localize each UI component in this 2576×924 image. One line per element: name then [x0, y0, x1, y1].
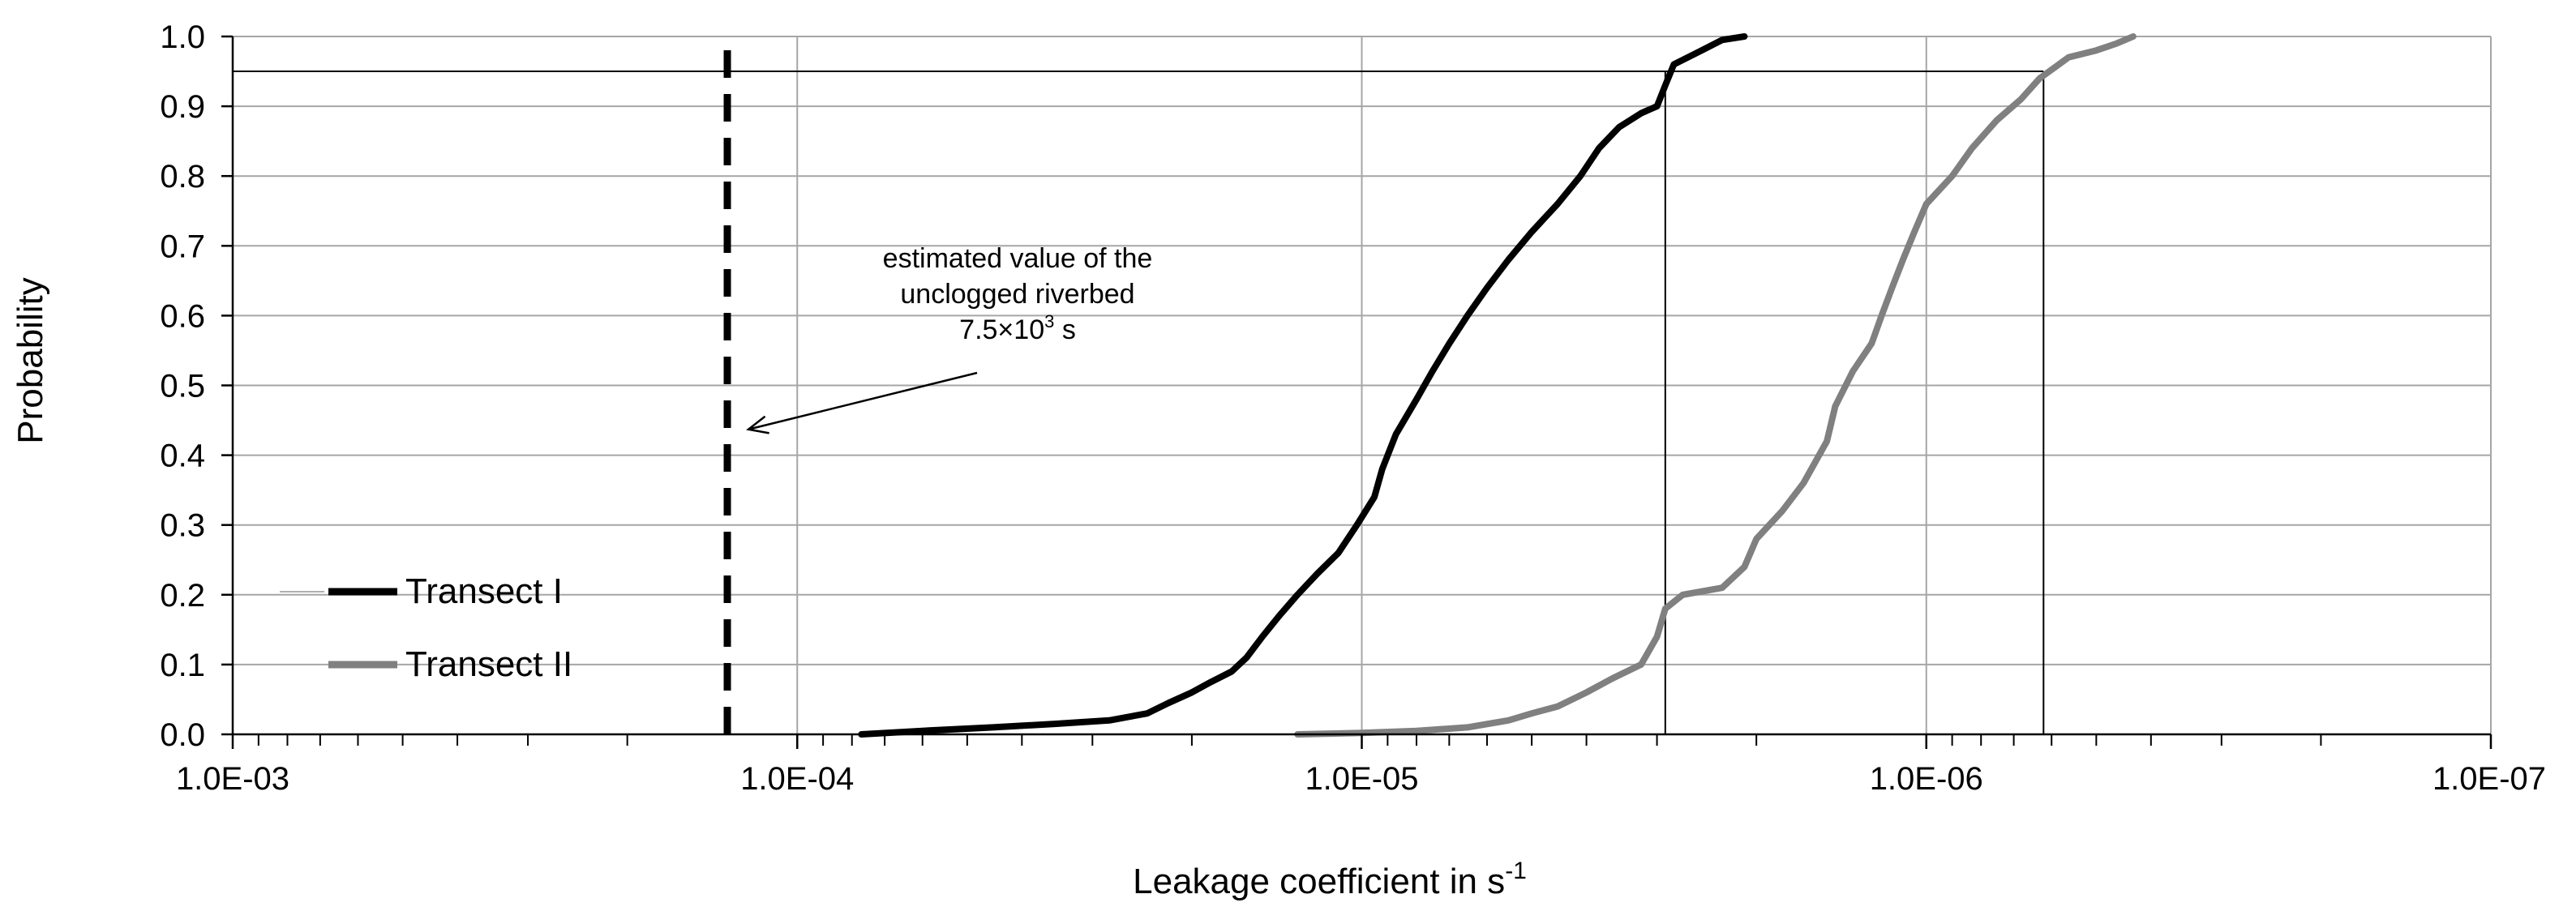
axes: [221, 35, 2492, 749]
legend: Transect I Transect II: [280, 571, 572, 684]
x-axis-title-superscript: -1: [1505, 858, 1527, 884]
legend-label-transect-1: Transect I: [405, 571, 563, 611]
y-tick-label: 0.2: [160, 578, 205, 614]
y-tick-label: 0.3: [160, 508, 205, 544]
x-tick-label: 1.0E-03: [176, 761, 289, 797]
annotation-arrowhead: [746, 415, 769, 434]
y-tick-label: 0.1: [160, 648, 205, 683]
annotation: estimated value of the unclogged riverbe…: [746, 243, 1153, 434]
y-tick-label: 0.6: [160, 298, 205, 334]
reference-lines: [233, 36, 2045, 734]
y-axis-title: Probability: [11, 277, 50, 443]
annotation-exponent: 3: [1044, 311, 1054, 332]
minor-ticks: [257, 734, 2322, 746]
x-tick-label: 1.0E-05: [1305, 761, 1418, 797]
y-tick-label: 0.0: [160, 717, 205, 753]
annotation-line-3: 7.5×103 s: [959, 311, 1076, 345]
y-tick-label: 0.9: [160, 89, 205, 125]
x-axis-title-text: Leakage coefficient in s: [1133, 862, 1505, 901]
y-tick-label: 0.4: [160, 438, 205, 474]
x-tick-label: 1.0E-07: [2432, 761, 2546, 797]
annotation-unit: s: [1054, 314, 1075, 345]
y-tick-label: 0.8: [160, 159, 205, 195]
series-lines: [858, 33, 2137, 738]
annotation-value: 7.5×10: [959, 314, 1044, 345]
y-tick-label: 0.7: [160, 229, 205, 264]
tick-labels: 0.0 0.1 0.2 0.3 0.4 0.5 0.6 0.7 0.8 0.9 1.0 1.0E-03…: [160, 19, 2546, 797]
x-axis-title: Leakage coefficient in s-1: [1133, 858, 1527, 901]
y-tick-label: 1.0: [160, 19, 205, 55]
x-tick-label: 1.0E-04: [740, 761, 854, 797]
annotation-line-1: estimated value of the: [883, 243, 1153, 274]
annotation-arrow: [748, 371, 978, 430]
annotation-line-2: unclogged riverbed: [900, 279, 1134, 310]
y-tick-label: 0.5: [160, 369, 205, 404]
x-tick-label: 1.0E-06: [1870, 761, 1983, 797]
series-line-transect-1: [858, 33, 1748, 738]
legend-label-transect-2: Transect II: [405, 644, 572, 684]
series-line-transect-2: [1294, 33, 2137, 738]
